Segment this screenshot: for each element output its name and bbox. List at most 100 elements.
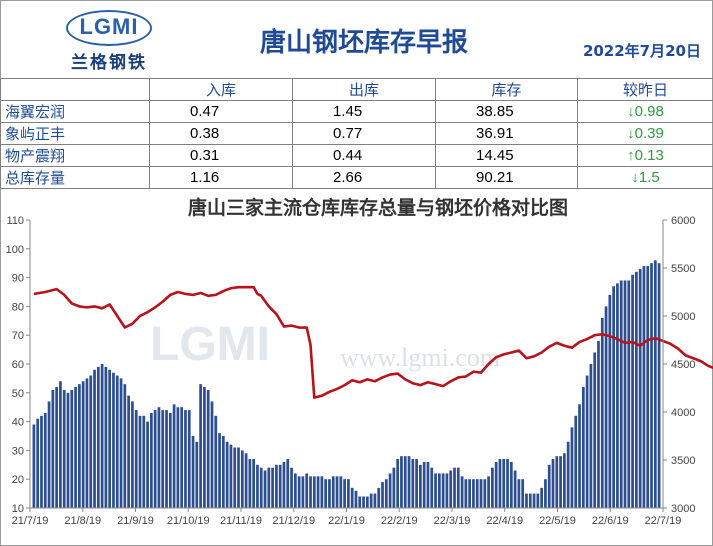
inventory-bar (55, 387, 58, 508)
y-tick-label-left: 30 (12, 445, 24, 457)
page-title: 唐山钢坯库存早报 (259, 28, 468, 58)
inventory-bar (119, 378, 123, 508)
in-value: 1.16 (149, 166, 293, 189)
inventory-bar (331, 476, 335, 508)
inventory-bar (47, 401, 51, 508)
inventory-bar (131, 401, 134, 508)
inventory-bar (494, 461, 498, 508)
inventory-bar (581, 387, 585, 508)
inventory-bar (339, 476, 343, 508)
inventory-bar (165, 410, 168, 508)
inventory-bar (570, 427, 574, 508)
inventory-bar (540, 487, 544, 508)
inventory-bar (335, 476, 339, 508)
lgmi-logo: LGMI 兰格钢铁 (66, 10, 152, 73)
table-row: 物产震翔 0.31 0.44 14.45 ↑0.13 (0, 144, 713, 167)
inventory-table: 入库 出库 库存 较昨日 海翼宏润 0.47 1.45 38.85 ↓0.98 … (0, 78, 713, 189)
inventory-bar (176, 407, 180, 508)
inventory-bar (199, 384, 202, 508)
inventory-bar (419, 464, 422, 508)
y-tick-label-left: 80 (12, 301, 24, 313)
x-tick-label: 22/3/19 (434, 515, 471, 527)
inventory-bar (244, 453, 248, 508)
inventory-bar (324, 479, 328, 508)
inventory-bar (85, 378, 89, 508)
inventory-bar (566, 441, 570, 508)
x-tick-label: 22/1/19 (328, 515, 365, 527)
inventory-bar (597, 340, 600, 508)
inventory-bar (293, 473, 297, 508)
chart-title: 唐山三家主流仓库库存总量与钢坯价格对比图 (188, 196, 568, 219)
inventory-bar (377, 487, 381, 508)
x-tick-label: 22/2/19 (381, 515, 418, 527)
inventory-bar (460, 476, 464, 508)
y-tick-label-left: 100 (6, 244, 24, 256)
inventory-bar (616, 283, 619, 508)
inventory-bar (108, 369, 112, 508)
stock-value: 36.91 (435, 122, 578, 145)
x-tick-label: 22/7/19 (645, 515, 682, 527)
warehouse-name: 象屿正丰 (0, 122, 150, 145)
inventory-bar (400, 456, 403, 508)
inventory-bar (221, 436, 225, 508)
inventory-bar (104, 366, 108, 508)
x-tick-label: 21/12/19 (272, 515, 315, 527)
inventory-bar (441, 473, 445, 508)
inventory-bar (623, 280, 627, 508)
inventory-bar (631, 274, 634, 508)
chart-axes: 10 20 30 40 50 60 70 80 90 100 110 3000 3500 4000 4500… (6, 215, 696, 527)
inventory-bars (32, 260, 661, 508)
table-header-row: 入库 出库 库存 较昨日 (0, 78, 713, 101)
inventory-bar (536, 493, 540, 508)
inventory-bar (305, 473, 309, 508)
x-tick-label: 21/9/19 (117, 515, 154, 527)
x-tick-label: 21/11/19 (220, 515, 262, 527)
price-line-layer (33, 285, 713, 399)
inventory-bar (195, 441, 199, 508)
inventory-bar (411, 459, 415, 508)
inventory-bar (218, 433, 221, 508)
inventory-bar (142, 415, 146, 508)
inventory-bar (502, 459, 506, 508)
inventory-bar (112, 372, 115, 508)
inventory-bar (237, 447, 240, 508)
stock-value: 14.45 (435, 144, 578, 167)
y-tick-label-left: 60 (12, 359, 24, 371)
inventory-bar (362, 496, 365, 508)
inventory-bar (487, 476, 490, 508)
inventory-bar (62, 389, 66, 508)
inventory-bar (604, 306, 608, 508)
inventory-bar (445, 473, 449, 508)
inventory-bar (233, 447, 237, 508)
y-tick-label-right: 4000 (671, 407, 695, 419)
inventory-bar (81, 381, 85, 508)
inventory-bar (316, 476, 320, 508)
inventory-bar (343, 479, 346, 508)
inventory-bar (650, 263, 653, 508)
inventory-bar (532, 493, 536, 508)
y-tick-label-right: 5000 (671, 311, 695, 323)
inventory-bar (653, 260, 657, 508)
inventory-bar (430, 467, 434, 508)
x-tick-label: 22/4/19 (486, 515, 523, 527)
billet-price-line (33, 285, 713, 399)
y-tick-label-left: 110 (6, 215, 24, 227)
inventory-bar (309, 476, 312, 508)
inventory-bar (600, 317, 604, 508)
inventory-bar (547, 464, 551, 508)
y-tick-label-left: 20 (12, 474, 24, 486)
inventory-bar (479, 479, 483, 508)
inventory-bar (472, 479, 475, 508)
inventory-bar (297, 476, 301, 508)
inventory-bar (350, 487, 354, 508)
inventory-bar (96, 366, 100, 508)
inventory-bar (32, 424, 36, 508)
in-value: 0.47 (149, 100, 293, 123)
inventory-bar (123, 384, 127, 508)
inventory-bar (612, 286, 615, 508)
inventory-bar (521, 479, 525, 508)
inventory-bar (578, 404, 581, 508)
inventory-bar (40, 415, 43, 508)
inventory-bar (574, 415, 578, 508)
watermark-logo: LGMI (150, 318, 270, 371)
